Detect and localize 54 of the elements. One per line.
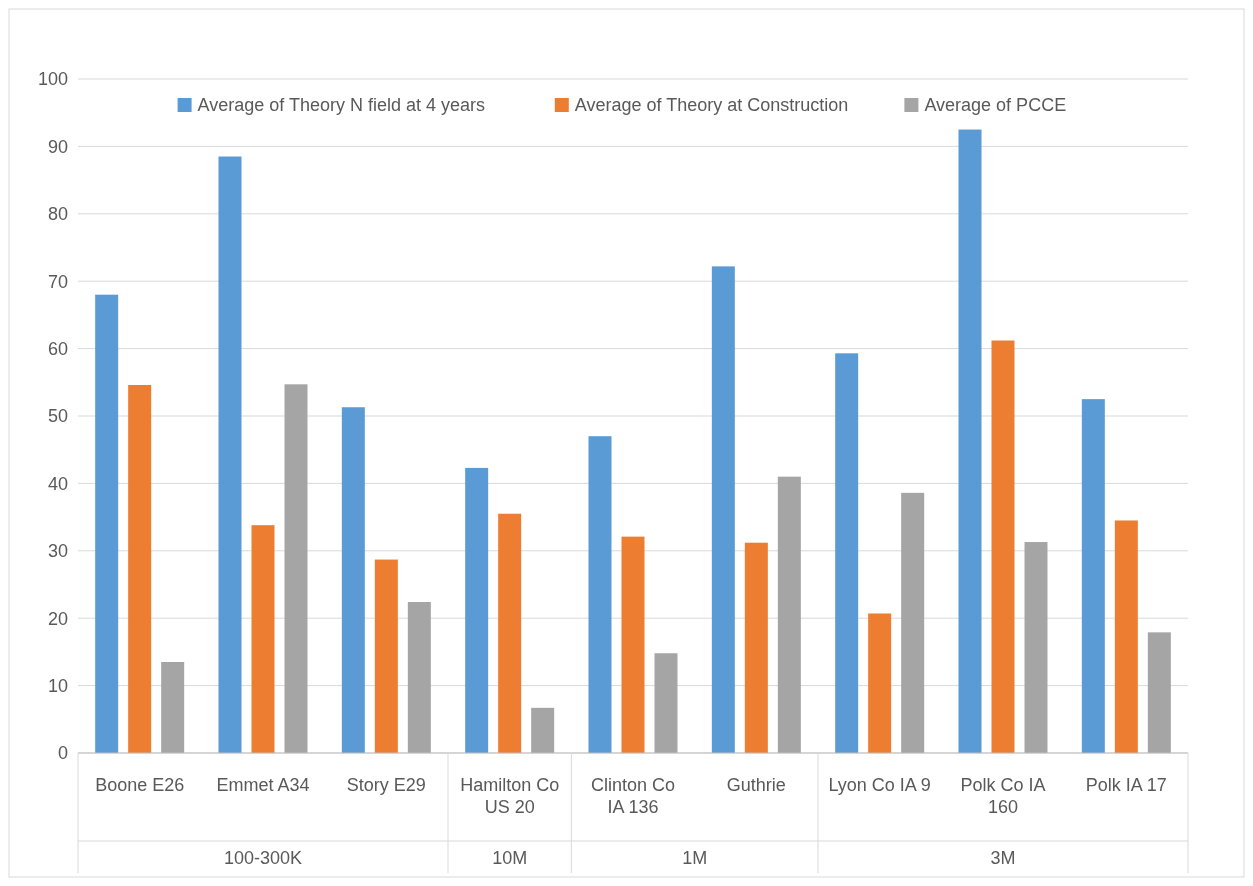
text: 1M <box>682 848 708 868</box>
legend-label: Average of PCCE <box>924 95 1067 116</box>
x-tick-label: Story E29 <box>346 775 426 795</box>
bar <box>1081 399 1105 753</box>
bar <box>498 513 522 753</box>
bar <box>218 156 242 753</box>
y-tick-label: 70 <box>47 271 68 292</box>
bar <box>868 613 892 753</box>
bar <box>128 385 152 753</box>
y-tick-label: 80 <box>47 204 68 225</box>
bar <box>588 436 612 753</box>
bar <box>621 536 645 753</box>
x-tick-label: Emmet A34 <box>216 775 310 795</box>
bar <box>1114 520 1138 753</box>
x-tick-label: Hamilton Co US 20 <box>460 775 560 817</box>
y-tick-label: 20 <box>47 608 68 629</box>
bar <box>1147 632 1171 753</box>
bar <box>374 559 398 753</box>
bar <box>777 476 801 753</box>
bar <box>835 353 859 753</box>
y-tick-label: 40 <box>47 473 68 494</box>
bar <box>161 662 185 753</box>
bar <box>744 542 768 753</box>
bar <box>95 294 119 753</box>
y-tick-label: 60 <box>47 338 68 359</box>
legend-label: Average of Theory at Construction <box>574 95 849 116</box>
bar <box>901 492 925 753</box>
bar <box>711 266 735 753</box>
bar <box>1024 542 1048 753</box>
x-tick-label: Polk IA 17 <box>1085 775 1167 795</box>
bar <box>991 340 1015 753</box>
bar <box>531 707 555 753</box>
y-tick-label: 0 <box>57 743 68 764</box>
x-tick-label: Polk Co IA 160 <box>960 775 1046 817</box>
legend-label: Average of Theory N field at 4 years <box>197 95 486 116</box>
y-tick-label: 50 <box>47 406 68 427</box>
bar <box>284 384 308 753</box>
y-tick-label: 10 <box>47 675 68 696</box>
x-tick-label: Clinton Co IA 136 <box>590 775 676 817</box>
bar <box>251 525 275 753</box>
y-tick-label: 30 <box>47 541 68 562</box>
text: 10M <box>492 848 528 868</box>
x-tick-label: Guthrie <box>726 775 786 795</box>
bar <box>407 602 431 753</box>
x-tick-label: Lyon Co IA 9 <box>828 775 931 795</box>
text: 100-300K <box>223 848 303 868</box>
x-tick-label: Boone E26 <box>95 775 185 795</box>
bar <box>341 407 365 753</box>
bar <box>465 467 489 753</box>
y-tick-label: 100 <box>37 69 68 90</box>
y-tick-label: 90 <box>47 136 68 157</box>
text: 3M <box>990 848 1016 868</box>
bar <box>654 653 678 753</box>
bar <box>958 129 982 753</box>
